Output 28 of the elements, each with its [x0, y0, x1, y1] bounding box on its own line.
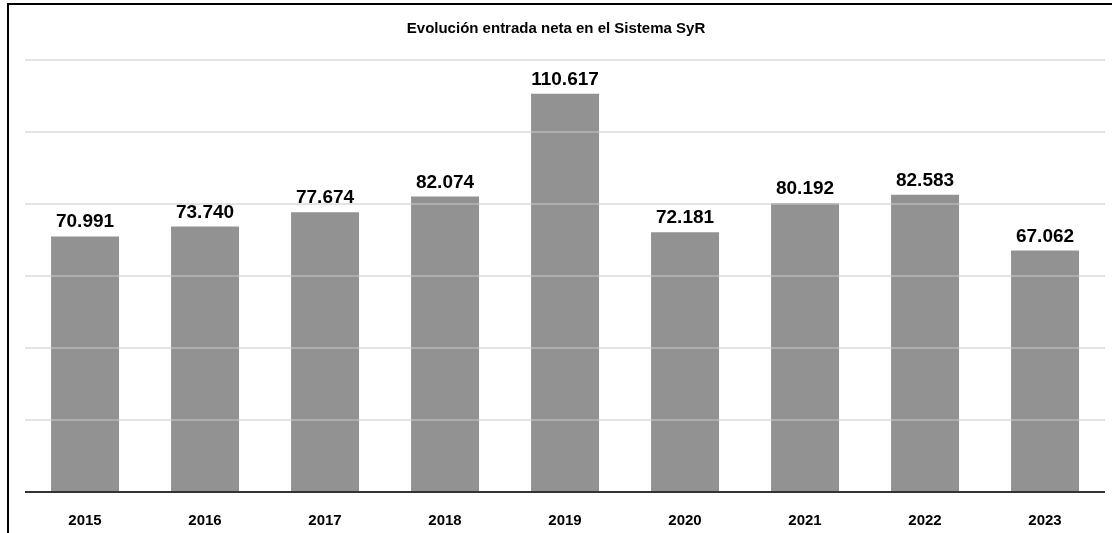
x-tick-label: 2019	[548, 510, 582, 528]
bar	[651, 232, 720, 492]
x-tick-label: 2017	[308, 510, 342, 528]
bar	[51, 236, 120, 492]
data-label: 72.181	[655, 206, 715, 228]
bar	[1011, 250, 1080, 492]
bar	[771, 203, 840, 492]
x-tick-label: 2018	[428, 510, 462, 528]
data-label: 70.991	[55, 210, 115, 232]
data-label: 67.062	[1015, 224, 1075, 246]
chart-title: Evolución entrada neta en el Sistema SyR	[405, 19, 707, 36]
data-label: 82.583	[895, 168, 955, 190]
x-tick-label: 2015	[68, 510, 102, 528]
bar	[531, 93, 600, 492]
data-label: 80.192	[775, 177, 835, 199]
data-label: 77.674	[295, 186, 355, 208]
data-label: 82.074	[415, 170, 475, 192]
x-tick-label: 2020	[668, 510, 702, 528]
bar	[411, 196, 480, 492]
data-label: 110.617	[531, 67, 599, 89]
x-tick-label: 2022	[908, 510, 942, 528]
x-tick-label: 2016	[188, 510, 222, 528]
bar	[291, 212, 360, 492]
data-label: 73.740	[175, 200, 235, 222]
x-tick-label: 2021	[788, 510, 822, 528]
bar	[891, 194, 960, 492]
bar	[171, 226, 240, 492]
x-tick-label: 2023	[1028, 510, 1062, 528]
